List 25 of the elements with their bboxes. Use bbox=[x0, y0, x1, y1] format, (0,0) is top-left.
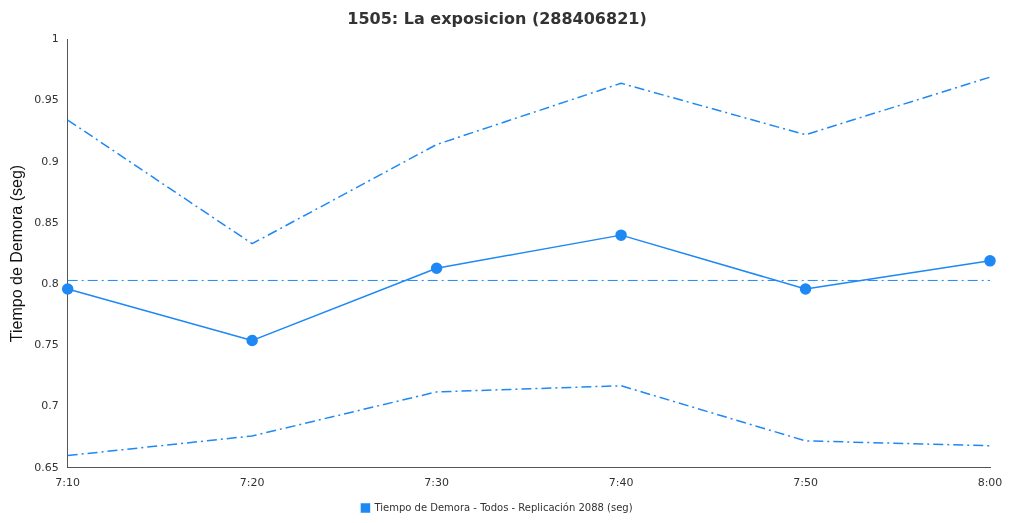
y-tick-label: 0.9 bbox=[41, 154, 59, 168]
y-axis-title: Tiempo de Demora (seg) bbox=[8, 164, 26, 343]
x-tick-label: 7:20 bbox=[239, 476, 265, 490]
y-tick-label: 0.85 bbox=[34, 215, 59, 229]
y-tick-label: 0.65 bbox=[34, 460, 59, 474]
line-series bbox=[66, 76, 991, 245]
y-tick-label: 0.8 bbox=[41, 276, 59, 290]
point bbox=[615, 229, 627, 241]
x-tick-label: 7:30 bbox=[424, 476, 449, 490]
line-series bbox=[66, 385, 991, 457]
point bbox=[61, 283, 74, 295]
x-tick-label: 7:50 bbox=[793, 476, 818, 490]
x-tick-label: 8:00 bbox=[977, 476, 1003, 490]
y-tick-label: 0.95 bbox=[34, 93, 59, 107]
point bbox=[984, 255, 996, 267]
y-tick-label: 0.75 bbox=[34, 338, 59, 352]
legend-label: Tiempo de Demora - Todos - Replicación 2088 (seg) bbox=[373, 501, 633, 513]
y-tick-label: 0.7 bbox=[41, 399, 59, 413]
y-tick-label: 1 bbox=[51, 32, 59, 46]
x-tick-label: 7:10 bbox=[55, 476, 81, 490]
point bbox=[246, 334, 258, 347]
point bbox=[430, 262, 443, 274]
chart-title: 1505: La exposicion (288406821) bbox=[347, 8, 647, 28]
x-tick-label: 7:40 bbox=[608, 476, 634, 490]
point bbox=[799, 283, 812, 295]
